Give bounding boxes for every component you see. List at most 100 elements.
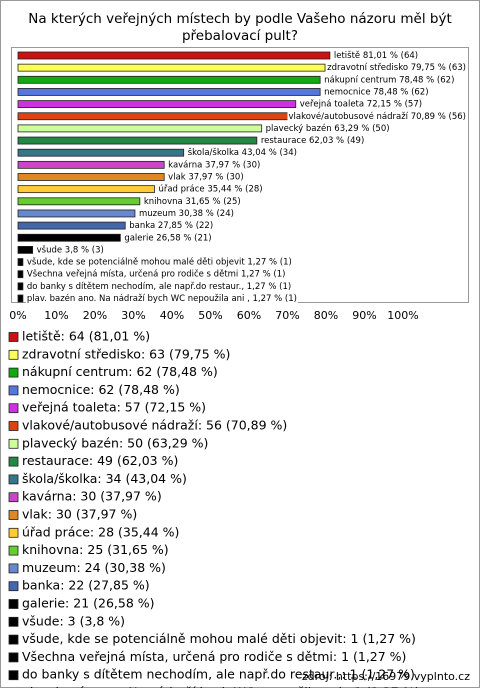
- chart-title: Na kterých veřejných místech by podle Va…: [28, 11, 452, 27]
- bar: [17, 282, 24, 291]
- legend-swatch: [8, 510, 19, 520]
- label-bg: [323, 86, 430, 97]
- bar: [17, 51, 331, 60]
- x-tick-label: 0%: [9, 309, 26, 322]
- bar: [17, 245, 34, 254]
- bar: [17, 75, 321, 84]
- legend-swatch: [8, 634, 19, 645]
- bar: [17, 221, 126, 230]
- legend-swatch: [8, 456, 19, 467]
- legend-label: všude: 3 (3,8 %): [22, 613, 125, 628]
- label-bg: [25, 293, 298, 304]
- x-tick-label: 20%: [83, 309, 107, 322]
- bar-label: úřad práce 35,44 % (28): [158, 185, 262, 195]
- chart-title: přebalovací pult?: [182, 28, 298, 44]
- label-bg: [323, 74, 456, 85]
- legend-swatch: [8, 438, 19, 449]
- bar-label: muzeum 30,38 % (24): [139, 209, 234, 219]
- bar: [17, 294, 24, 303]
- legend-label: nákupní centrum: 62 (78,48 %): [22, 364, 218, 379]
- bar-label: galerie 26,58 % (21): [124, 233, 211, 243]
- label-bg: [142, 196, 242, 207]
- legend-label: vlak: 30 (37,97 %): [22, 507, 137, 522]
- x-tick-label: 70%: [275, 309, 299, 322]
- bar: [17, 209, 136, 218]
- bar-label: Všechna veřejná místa, určená pro rodiče…: [27, 269, 286, 280]
- bar-label: knihovna 31,65 % (25): [144, 197, 241, 207]
- label-bg: [35, 244, 105, 255]
- bar-label: banka 27,85 % (22): [129, 221, 213, 231]
- legend-label: plavecký bazén: 50 (63,29 %): [22, 435, 208, 450]
- legend-label: restaurace: 49 (62,03 %): [22, 453, 178, 468]
- bar-label: vlak 37,97 % (30): [168, 173, 244, 183]
- bar: [17, 160, 165, 169]
- bar: [17, 136, 258, 145]
- label-bg: [298, 99, 424, 110]
- legend-swatch: [8, 332, 19, 342]
- legend-label: kavárna: 30 (37,97 %): [22, 489, 162, 504]
- bar: [17, 197, 141, 206]
- x-tick-label: 90%: [352, 309, 376, 322]
- label-bg: [264, 123, 391, 134]
- label-bg: [128, 220, 215, 231]
- legend-swatch: [8, 563, 19, 574]
- label-bg: [167, 172, 245, 182]
- bar: [17, 100, 297, 108]
- legend-swatch: [8, 421, 19, 431]
- bar-label: zdravotní středisko 79,75 % (63): [327, 63, 466, 73]
- x-tick-label: 40%: [160, 309, 184, 322]
- bar-label: všude, kde se potenciálně mohou malé dět…: [27, 257, 292, 268]
- label-bg: [25, 257, 293, 268]
- bar: [17, 233, 121, 242]
- label-bg: [186, 147, 298, 158]
- bar: [17, 258, 24, 266]
- legend-label: do banky s dítětem nechodím, ale např.do…: [22, 667, 415, 682]
- bar-label: škola/školka 43,04 % (34): [188, 147, 297, 158]
- bar: [17, 185, 155, 194]
- bar-label: všude 3,8 % (3): [37, 244, 104, 255]
- legend-label: úřad práce: 28 (35,44 %): [22, 524, 179, 539]
- legend-label: plav. bazén ano. Na nádraží bych WC nepo…: [22, 685, 419, 689]
- bar-label: veřejná toaleta 72,15 % (57): [300, 100, 422, 110]
- legend-label: škola/školka: 34 (43,04 %): [22, 471, 187, 486]
- legend-label: nemocnice: 62 (78,48 %): [22, 382, 180, 397]
- x-tick-label: 50%: [198, 309, 222, 322]
- legend-swatch: [8, 545, 19, 556]
- legend-swatch: [8, 581, 19, 592]
- x-tick-label: 100%: [387, 309, 418, 322]
- bar-label: plavecký bazén 63,29 % (50): [266, 123, 390, 134]
- legend-label: zdravotní středisko: 63 (79,75 %): [22, 346, 230, 361]
- legend-swatch: [8, 385, 19, 396]
- legend-swatch: [8, 670, 19, 681]
- legend-swatch: [8, 616, 19, 627]
- legend-label: letiště: 64 (81,01 %): [22, 329, 150, 344]
- bar: [17, 148, 185, 157]
- legend-swatch: [8, 492, 19, 503]
- bar: [17, 173, 165, 181]
- legend-label: muzeum: 24 (30,38 %): [22, 560, 166, 575]
- bar: [17, 124, 263, 133]
- label-bg: [25, 269, 287, 280]
- label-bg: [137, 208, 235, 219]
- bar-label: letiště 81,01 % (64): [334, 50, 418, 61]
- bar: [17, 88, 321, 96]
- label-bg: [287, 111, 467, 122]
- legend-swatch: [8, 349, 19, 360]
- label-bg: [259, 135, 366, 146]
- label-bg: [326, 62, 467, 73]
- bar-label: plav. bazén ano. Na nádraží bych WC nepo…: [27, 293, 297, 304]
- legend-label: banka: 22 (27,85 %): [22, 578, 150, 593]
- bar-label: do banky s dítětem nechodím, ale např.do…: [27, 282, 291, 292]
- legend-label: galerie: 21 (26,58 %): [22, 596, 155, 611]
- legend-label: veřejná toaleta: 57 (72,15 %): [22, 400, 206, 415]
- x-tick-label: 10%: [44, 309, 68, 322]
- legend-label: vlakové/autobusové nádraží: 56 (70,89 %): [22, 418, 287, 433]
- x-tick-label: 60%: [237, 309, 261, 322]
- legend-swatch: [8, 367, 19, 378]
- label-bg: [167, 159, 262, 170]
- bar-label: nemocnice 78,48 % (62): [324, 87, 428, 97]
- legend-label: knihovna: 25 (31,65 %): [22, 542, 169, 557]
- legend-swatch: [8, 403, 19, 414]
- x-tick-label: 30%: [121, 309, 145, 322]
